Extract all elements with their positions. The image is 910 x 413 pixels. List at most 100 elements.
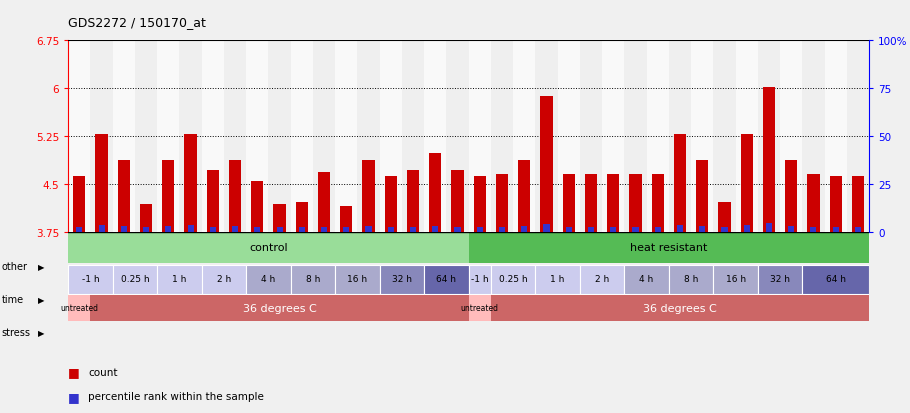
Bar <box>432 226 439 232</box>
Bar <box>187 226 194 232</box>
Bar <box>424 266 469 294</box>
Bar <box>588 227 594 232</box>
Text: percentile rank within the sample: percentile rank within the sample <box>88 392 264 401</box>
Bar <box>824 41 847 232</box>
Bar <box>543 225 550 232</box>
Bar <box>313 41 335 232</box>
Bar <box>803 266 869 294</box>
Bar <box>477 227 483 232</box>
Bar <box>388 227 394 232</box>
Text: 1 h: 1 h <box>172 275 187 284</box>
Bar <box>469 41 490 232</box>
Bar <box>669 41 691 232</box>
Bar <box>803 41 824 232</box>
Bar <box>379 266 424 294</box>
Text: 1 h: 1 h <box>551 275 565 284</box>
Bar <box>852 177 864 232</box>
Bar <box>268 41 290 232</box>
Bar <box>535 266 580 294</box>
Bar <box>811 227 816 232</box>
Bar <box>785 160 797 232</box>
Bar <box>73 177 86 232</box>
Bar <box>335 41 358 232</box>
Bar <box>763 88 775 232</box>
Bar <box>402 41 424 232</box>
Bar <box>469 295 490 322</box>
Bar <box>699 226 705 232</box>
Text: 2 h: 2 h <box>217 275 231 284</box>
Bar <box>68 234 469 263</box>
Bar <box>632 227 639 232</box>
Bar <box>580 41 602 232</box>
Bar <box>469 266 490 294</box>
Bar <box>140 205 152 232</box>
Text: count: count <box>88 367 117 377</box>
Bar <box>273 205 286 232</box>
Bar <box>424 41 447 232</box>
Bar <box>718 202 731 232</box>
Bar <box>68 295 90 322</box>
Bar <box>830 177 842 232</box>
Bar <box>499 227 505 232</box>
Bar <box>68 41 90 232</box>
Bar <box>277 228 283 232</box>
Text: GDS2272 / 150170_at: GDS2272 / 150170_at <box>68 16 207 29</box>
Bar <box>451 171 464 232</box>
Bar <box>113 266 157 294</box>
Bar <box>630 175 642 232</box>
Bar <box>96 135 107 232</box>
Bar <box>490 41 513 232</box>
Bar <box>166 226 171 232</box>
Bar <box>490 295 869 322</box>
Bar <box>696 160 708 232</box>
Bar <box>758 41 780 232</box>
Text: 8 h: 8 h <box>684 275 698 284</box>
Bar <box>780 41 803 232</box>
Bar <box>121 226 126 232</box>
Bar <box>447 41 469 232</box>
Text: untreated: untreated <box>460 304 499 313</box>
Bar <box>847 41 869 232</box>
Bar <box>143 228 149 232</box>
Bar <box>202 266 247 294</box>
Text: 0.25 h: 0.25 h <box>121 275 149 284</box>
Bar <box>766 224 772 232</box>
Text: ▶: ▶ <box>38 328 45 337</box>
Text: 16 h: 16 h <box>348 275 368 284</box>
Bar <box>340 207 352 232</box>
Bar <box>298 228 305 232</box>
Bar <box>580 266 624 294</box>
Bar <box>410 227 416 232</box>
Text: ▶: ▶ <box>38 262 45 271</box>
Bar <box>513 41 535 232</box>
Text: time: time <box>2 294 24 304</box>
Bar <box>254 227 260 232</box>
Text: heat resistant: heat resistant <box>630 243 708 253</box>
Bar <box>362 160 375 232</box>
Bar <box>318 173 330 232</box>
Bar <box>335 266 379 294</box>
Bar <box>469 234 869 263</box>
Bar <box>541 97 552 232</box>
Text: control: control <box>249 243 288 253</box>
Bar <box>232 226 238 232</box>
Bar <box>758 266 803 294</box>
Text: 8 h: 8 h <box>306 275 320 284</box>
Bar <box>202 41 224 232</box>
Text: ▶: ▶ <box>38 295 45 304</box>
Bar <box>157 41 179 232</box>
Bar <box>407 171 420 232</box>
Bar <box>210 227 216 232</box>
Bar <box>162 160 175 232</box>
Text: 32 h: 32 h <box>770 275 790 284</box>
Bar <box>290 41 313 232</box>
Bar <box>358 41 379 232</box>
Bar <box>741 135 753 232</box>
Bar <box>290 266 335 294</box>
Bar <box>624 266 669 294</box>
Bar <box>385 177 397 232</box>
Bar <box>135 41 157 232</box>
Bar <box>430 154 441 232</box>
Bar <box>157 266 202 294</box>
Bar <box>90 295 469 322</box>
